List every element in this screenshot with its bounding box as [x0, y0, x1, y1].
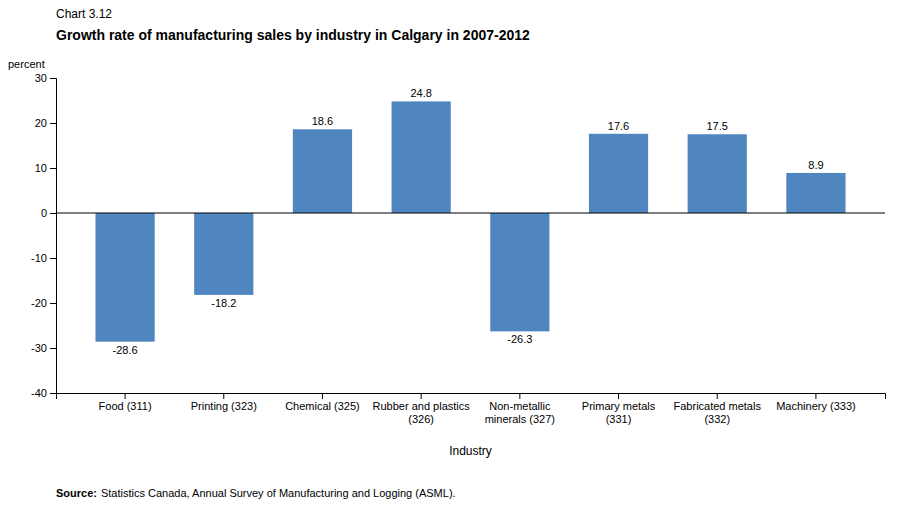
x-tick-mark	[223, 393, 224, 399]
y-tick-label: -40	[31, 387, 47, 399]
x-tick-label: Machinery (333)	[776, 400, 855, 412]
x-tick-label-line: Primary metals	[582, 400, 656, 412]
chart: Chart 3.12 Growth rate of manufacturing s…	[0, 0, 907, 511]
x-tick-label: Chemical (325)	[285, 400, 360, 412]
bar	[589, 134, 648, 213]
y-tick-mark	[50, 348, 56, 349]
x-tick: Fabricated metals(332)	[674, 393, 762, 425]
x-tick-mark	[618, 393, 619, 399]
y-axis-line	[50, 79, 57, 394]
x-tick-label-line: Rubber and plastics	[373, 400, 471, 412]
y-tick: 10	[35, 162, 56, 174]
x-tick: Printing (323)	[191, 393, 257, 412]
y-axis: -40 -30 -20 -10 0 10 20 30	[31, 72, 56, 399]
x-tick-label-line: Machinery (333)	[776, 400, 855, 412]
x-tick-label-line: minerals (327)	[485, 413, 555, 425]
x-tick: Rubber and plastics(326)	[373, 393, 471, 425]
x-tick-mark	[421, 393, 422, 399]
x-tick-label: Non-metallicminerals (327)	[485, 400, 555, 425]
data-label: -18.2	[211, 297, 236, 309]
x-tick-label-line: Printing (323)	[191, 400, 257, 412]
x-tick-label: Food (311)	[99, 400, 152, 412]
data-label: 24.8	[410, 87, 431, 99]
y-tick: 30	[35, 72, 56, 84]
data-label: 17.6	[608, 120, 629, 132]
y-tick-label: 30	[35, 72, 47, 84]
bar	[688, 134, 747, 213]
source: Source: Statistics Canada, Annual Survey …	[56, 487, 456, 499]
x-tick-label: Fabricated metals(332)	[674, 400, 762, 425]
y-axis-label: percent	[8, 58, 45, 70]
y-tick-mark	[50, 168, 56, 169]
data-label: -26.3	[507, 333, 532, 345]
bars	[95, 101, 845, 341]
x-tick-mark	[815, 393, 816, 399]
y-tick-mark	[50, 213, 56, 214]
y-tick-mark	[50, 303, 56, 304]
bar	[490, 213, 549, 331]
x-axis-line	[57, 394, 886, 400]
x-tick-mark	[322, 393, 323, 399]
x-tick: Non-metallicminerals (327)	[485, 393, 555, 425]
bar	[786, 173, 845, 213]
x-axis-label: Industry	[449, 444, 492, 458]
y-tick-mark	[50, 78, 56, 79]
x-tick-label-line: (331)	[606, 413, 632, 425]
data-label: 18.6	[312, 115, 333, 127]
data-label: -28.6	[113, 344, 138, 356]
x-tick: Food (311)	[99, 393, 152, 412]
x-tick-label: Rubber and plastics(326)	[373, 400, 471, 425]
bar	[95, 213, 154, 342]
x-tick-label: Printing (323)	[191, 400, 257, 412]
source-label: Source:	[56, 487, 97, 499]
plot: -40 -30 -20 -10 0 10 20 30 Food (311) Printing (3…	[8, 58, 886, 425]
y-tick: -40	[31, 387, 56, 399]
y-tick-label: -30	[31, 342, 47, 354]
x-tick-label-line: Non-metallic	[489, 400, 551, 412]
bar	[392, 101, 451, 213]
x-tick: Chemical (325)	[285, 393, 360, 412]
y-tick-mark	[50, 258, 56, 259]
y-tick-label: 0	[41, 207, 47, 219]
bar	[194, 213, 253, 295]
y-tick: -20	[31, 297, 56, 309]
y-tick-label: -10	[31, 252, 47, 264]
x-tick: Primary metals(331)	[582, 393, 656, 425]
y-tick-label: 10	[35, 162, 47, 174]
x-tick: Machinery (333)	[776, 393, 855, 412]
chart-label: Chart 3.12	[56, 7, 112, 21]
x-axis: Food (311) Printing (323) Chemical (325) Ru…	[57, 393, 886, 425]
x-tick-label-line: (332)	[704, 413, 730, 425]
x-tick-label-line: Fabricated metals	[674, 400, 762, 412]
y-tick: 0	[41, 207, 56, 219]
bar	[293, 129, 352, 213]
y-tick: -10	[31, 252, 56, 264]
x-tick-mark	[125, 393, 126, 399]
x-tick-label-line: (326)	[408, 413, 434, 425]
y-tick-mark	[50, 123, 56, 124]
data-label: 17.5	[707, 120, 728, 132]
x-tick-mark	[717, 393, 718, 399]
data-labels: -28.6 -18.2 18.6 24.8 -26.3 17.6 17.5 8.9	[113, 87, 824, 355]
y-tick-label: -20	[31, 297, 47, 309]
x-tick-mark	[519, 393, 520, 399]
data-label: 8.9	[808, 159, 823, 171]
y-tick: 20	[35, 117, 56, 129]
source-text: Statistics Canada, Annual Survey of Manu…	[101, 487, 456, 499]
y-tick: -30	[31, 342, 56, 354]
x-tick-label-line: Food (311)	[99, 400, 152, 412]
x-tick-label: Primary metals(331)	[582, 400, 656, 425]
title: Growth rate of manufacturing sales by in…	[56, 27, 530, 43]
x-tick-label-line: Chemical (325)	[285, 400, 360, 412]
y-tick-mark	[50, 393, 56, 394]
y-tick-label: 20	[35, 117, 47, 129]
zero-line	[56, 213, 885, 214]
